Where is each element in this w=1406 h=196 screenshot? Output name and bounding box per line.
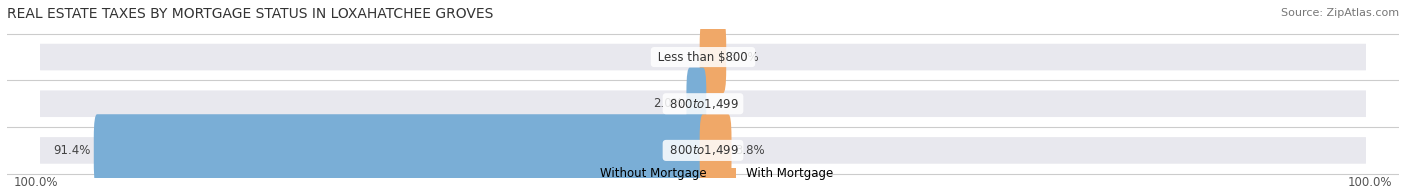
FancyBboxPatch shape	[39, 44, 703, 70]
FancyBboxPatch shape	[703, 137, 1367, 164]
FancyBboxPatch shape	[686, 68, 706, 140]
FancyBboxPatch shape	[703, 90, 1367, 117]
Text: 3.0%: 3.0%	[730, 51, 759, 64]
FancyBboxPatch shape	[703, 44, 1367, 70]
Text: Source: ZipAtlas.com: Source: ZipAtlas.com	[1281, 8, 1399, 18]
FancyBboxPatch shape	[39, 90, 703, 117]
Text: Less than $800: Less than $800	[654, 51, 752, 64]
Text: 100.0%: 100.0%	[1348, 176, 1392, 189]
Text: REAL ESTATE TAXES BY MORTGAGE STATUS IN LOXAHATCHEE GROVES: REAL ESTATE TAXES BY MORTGAGE STATUS IN …	[7, 7, 494, 21]
FancyBboxPatch shape	[700, 21, 727, 93]
FancyBboxPatch shape	[700, 114, 731, 187]
FancyBboxPatch shape	[94, 114, 706, 187]
FancyBboxPatch shape	[39, 137, 703, 164]
Text: 3.8%: 3.8%	[735, 144, 765, 157]
Text: 2.0%: 2.0%	[654, 97, 683, 110]
Text: 100.0%: 100.0%	[14, 176, 58, 189]
Legend: Without Mortgage, With Mortgage: Without Mortgage, With Mortgage	[574, 167, 832, 180]
Text: $800 to $1,499: $800 to $1,499	[666, 143, 740, 157]
Text: 91.4%: 91.4%	[53, 144, 90, 157]
Text: $800 to $1,499: $800 to $1,499	[666, 97, 740, 111]
